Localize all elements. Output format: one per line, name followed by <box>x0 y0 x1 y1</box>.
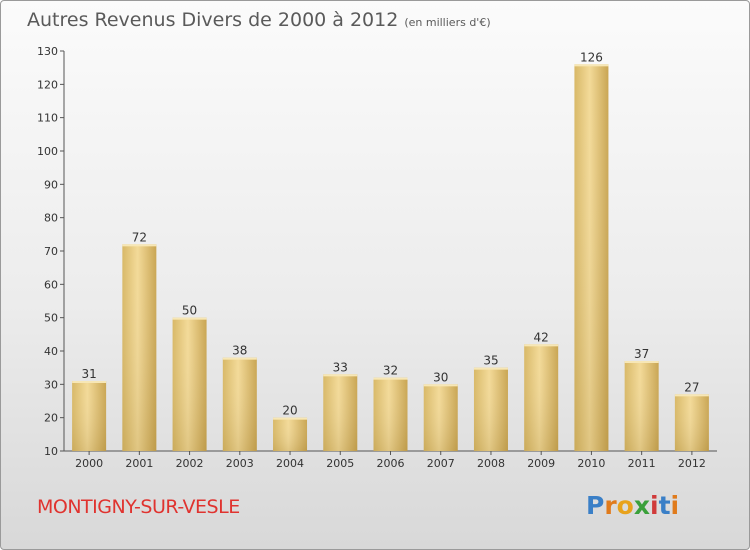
y-tick-label: 20 <box>44 412 58 425</box>
bar-top-highlight <box>172 317 207 320</box>
bar-shade <box>373 377 408 451</box>
bar-top-highlight <box>222 357 257 360</box>
chart-title: Autres Revenus Divers de 2000 à 2012 (en … <box>27 9 491 31</box>
x-tick-label: 2012 <box>678 457 706 470</box>
bar-shade <box>122 244 157 451</box>
bar-shade <box>574 64 609 452</box>
logo-letter: x <box>633 491 650 520</box>
bar-shade <box>72 381 107 451</box>
bar-shade <box>222 357 257 451</box>
x-tick-label: 2001 <box>125 457 153 470</box>
x-tick-label: 2003 <box>226 457 254 470</box>
value-label: 20 <box>282 404 297 418</box>
bar-top-highlight <box>323 374 358 377</box>
value-label: 72 <box>132 230 147 244</box>
x-tick-label: 2009 <box>527 457 555 470</box>
y-tick-label: 60 <box>44 278 58 291</box>
bar-shade <box>524 344 559 451</box>
y-tick-label: 30 <box>44 378 58 391</box>
bar-top-highlight <box>574 64 609 67</box>
y-tick-label: 120 <box>37 78 58 91</box>
y-tick-label: 70 <box>44 245 58 258</box>
bar-shade <box>473 367 508 451</box>
bar-top-highlight <box>273 417 308 420</box>
y-tick-label: 40 <box>44 345 58 358</box>
bar-top-highlight <box>624 361 659 363</box>
y-tick-label: 130 <box>37 45 58 58</box>
logo-letter: t <box>658 491 671 520</box>
value-label: 38 <box>232 344 247 358</box>
y-tick-label: 50 <box>44 312 58 325</box>
bar-top-highlight <box>423 384 458 387</box>
logo-letter: i <box>650 491 659 520</box>
x-tick-label: 2011 <box>628 457 656 470</box>
value-label: 37 <box>634 347 649 361</box>
proxiti-logo[interactable]: Proxiti <box>586 491 679 520</box>
value-labels-group: 31 72 50 38 20 33 32 30 35 42 126 37 27 <box>81 50 699 417</box>
logo-letter: r <box>604 491 617 520</box>
y-tick-label: 80 <box>44 212 58 225</box>
x-tick-label: 2005 <box>326 457 354 470</box>
x-tick-label: 2000 <box>75 457 103 470</box>
value-label: 50 <box>182 304 197 318</box>
bar-shade <box>323 374 358 451</box>
bar-top-highlight <box>72 381 107 383</box>
x-tick-label: 2004 <box>276 457 304 470</box>
bar-top-highlight <box>122 244 157 247</box>
y-tick-label: 110 <box>37 112 58 125</box>
value-label: 33 <box>333 360 348 374</box>
x-tick-label: 2007 <box>427 457 455 470</box>
bar-top-highlight <box>373 377 408 380</box>
bar-shade <box>624 361 659 451</box>
y-tick-label: 10 <box>44 445 58 458</box>
x-tick-label: 2010 <box>577 457 605 470</box>
bars-group <box>72 64 709 452</box>
value-label: 126 <box>580 50 603 64</box>
value-label: 31 <box>81 367 96 381</box>
bar-shade <box>423 384 458 451</box>
bar-shade <box>674 394 709 451</box>
bar-top-highlight <box>473 367 508 370</box>
chart-subtitle: (en milliers d'€) <box>404 16 491 29</box>
commune-name: MONTIGNY-SUR-VESLE <box>37 496 240 518</box>
value-label: 35 <box>483 354 498 368</box>
x-tick-label: 2008 <box>477 457 505 470</box>
x-tick-label: 2006 <box>377 457 405 470</box>
y-tick-label: 100 <box>37 145 58 158</box>
bar-top-highlight <box>524 344 559 347</box>
y-tick-label: 90 <box>44 178 58 191</box>
bar-top-highlight <box>674 394 709 397</box>
value-label: 42 <box>534 330 549 344</box>
bar-shade <box>172 317 207 451</box>
logo-letter: P <box>586 491 605 520</box>
bar-shade <box>273 417 308 451</box>
x-tick-label: 2002 <box>176 457 204 470</box>
title-text: Autres Revenus Divers de 2000 à 2012 <box>27 9 399 31</box>
value-label: 27 <box>684 380 699 394</box>
value-label: 30 <box>433 370 448 384</box>
logo-letter: i <box>670 491 680 520</box>
logo-letter: o <box>616 491 634 520</box>
value-label: 32 <box>383 364 398 378</box>
